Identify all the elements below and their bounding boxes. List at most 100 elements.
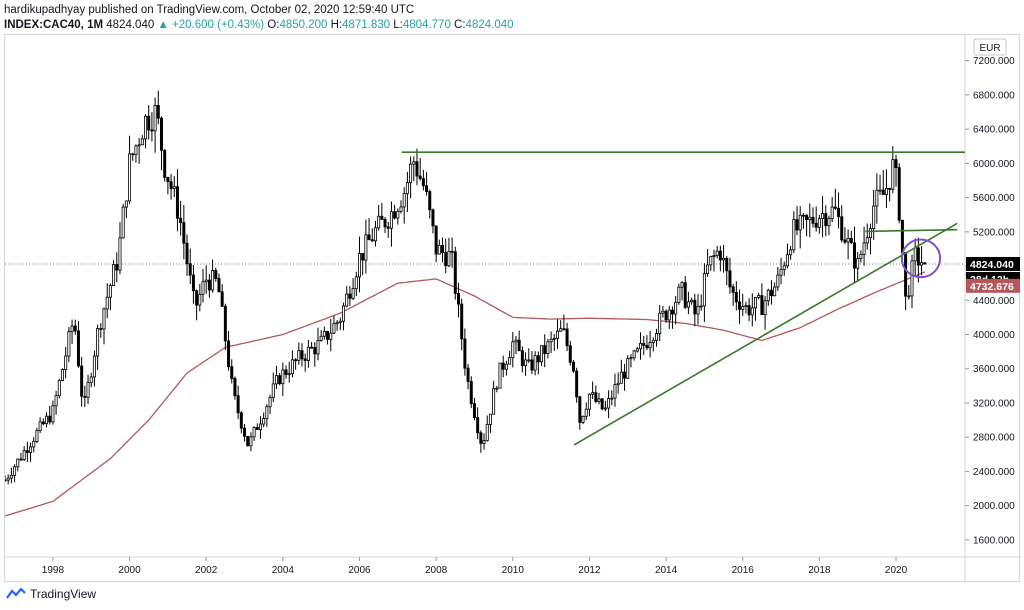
- candle-body: [559, 328, 563, 332]
- ohlc-line: INDEX:CAC40, 1M 4824.040 ▲ +20.600 (+0.4…: [4, 18, 514, 33]
- candle-body: [342, 305, 346, 322]
- candle-body: [76, 330, 80, 367]
- open-value: 4850.200: [279, 19, 328, 31]
- candle-body: [849, 237, 853, 244]
- candle-body: [128, 153, 132, 202]
- candle-body: [913, 247, 917, 262]
- candle-body: [469, 381, 473, 405]
- footer-brand: TradingView: [30, 587, 97, 601]
- candle-body: [441, 244, 445, 253]
- candle-body: [552, 337, 556, 340]
- high-value: 4871.830: [342, 19, 391, 31]
- candle-body: [380, 215, 384, 220]
- candle-body: [137, 144, 141, 147]
- candle-body: [188, 263, 192, 276]
- candle-body: [108, 285, 112, 298]
- candle-body: [846, 237, 850, 243]
- candle-body: [651, 339, 655, 343]
- candle-body: [811, 216, 815, 224]
- candle-body: [571, 361, 575, 372]
- candle-body: [795, 219, 799, 231]
- candle-body: [239, 412, 243, 429]
- candle-body: [25, 450, 29, 453]
- candle-body: [661, 310, 665, 314]
- candle-body: [645, 345, 649, 349]
- candle-body: [817, 218, 821, 228]
- candle-body: [357, 253, 361, 278]
- candle-body: [319, 335, 323, 341]
- candle-body: [722, 257, 726, 261]
- candle-body: [904, 252, 908, 297]
- candle-body: [715, 250, 719, 257]
- candle-body: [540, 345, 544, 363]
- candle-body: [900, 219, 904, 253]
- y-tick-label: 5200.000: [973, 227, 1015, 238]
- y-tick-label: 4400.000: [973, 296, 1015, 307]
- candle-body: [584, 408, 588, 417]
- candle-body: [13, 466, 17, 476]
- candle-body: [562, 328, 566, 331]
- tradingview-logo-icon: [6, 588, 26, 599]
- candle-body: [642, 342, 646, 346]
- candle-body: [51, 405, 55, 423]
- y-tick-label: 3600.000: [973, 364, 1015, 375]
- chart-frame[interactable]: EUR 7200.000 6800.000 6400.000 6000.000 5600.…: [4, 34, 1021, 583]
- candle-body: [230, 366, 234, 379]
- candle-body: [888, 188, 892, 190]
- candle-body: [856, 258, 860, 269]
- candle-body: [326, 331, 330, 340]
- candle-body: [265, 406, 269, 419]
- x-tick-label: 2018: [808, 565, 831, 576]
- candle-body: [262, 418, 266, 425]
- candle-body: [300, 350, 304, 360]
- candle-body: [738, 301, 742, 310]
- candle-body: [504, 363, 508, 370]
- candle-body: [447, 250, 451, 267]
- candle-body: [709, 255, 713, 266]
- candle-body: [207, 279, 211, 291]
- candle-body: [792, 219, 796, 251]
- candle-body: [421, 178, 425, 187]
- candle-body: [191, 274, 195, 292]
- ma-value-tag-bg: [966, 278, 1020, 293]
- ma-value-tag: 4732.676: [970, 281, 1014, 293]
- candle-body: [805, 214, 809, 220]
- candle-body: [814, 222, 818, 228]
- y-tick-label: 6000.000: [973, 159, 1015, 170]
- candle-body: [147, 115, 151, 131]
- candle-body: [297, 350, 301, 361]
- candle-body: [383, 218, 387, 228]
- candle-body: [163, 150, 167, 178]
- candle-body: [83, 395, 87, 398]
- candle-body: [897, 167, 901, 221]
- low-value: 4804.770: [402, 19, 451, 31]
- candle-body: [747, 305, 751, 316]
- y-tick-label: 2800.000: [973, 433, 1015, 444]
- candle-body: [655, 333, 658, 341]
- candle-body: [667, 309, 671, 321]
- x-tick-label: 2012: [578, 565, 601, 576]
- x-tick-label: 2014: [655, 565, 678, 576]
- candle-body: [322, 331, 326, 337]
- candle-body: [233, 378, 237, 397]
- candle-body: [402, 193, 406, 208]
- candle-body: [766, 289, 770, 302]
- candle-body: [335, 322, 339, 325]
- x-tick-label: 2010: [502, 565, 525, 576]
- candles-group: [5, 90, 927, 485]
- price-chart[interactable]: EUR 7200.000 6800.000 6400.000 6000.000 5600.…: [5, 35, 1021, 583]
- candle-body: [706, 264, 710, 275]
- candle-body: [680, 282, 684, 288]
- candle-body: [623, 371, 627, 379]
- candle-body: [514, 339, 518, 343]
- candle-body: [45, 415, 49, 425]
- candle-body: [246, 435, 250, 447]
- chart-header: hardikupadhyay published on TradingView.…: [4, 3, 514, 33]
- candle-body: [41, 421, 45, 425]
- candle-body: [501, 362, 505, 370]
- candle-body: [19, 458, 23, 461]
- candle-body: [594, 392, 598, 402]
- candle-body: [466, 367, 470, 382]
- candle-body: [434, 225, 438, 255]
- candle-body: [757, 295, 761, 298]
